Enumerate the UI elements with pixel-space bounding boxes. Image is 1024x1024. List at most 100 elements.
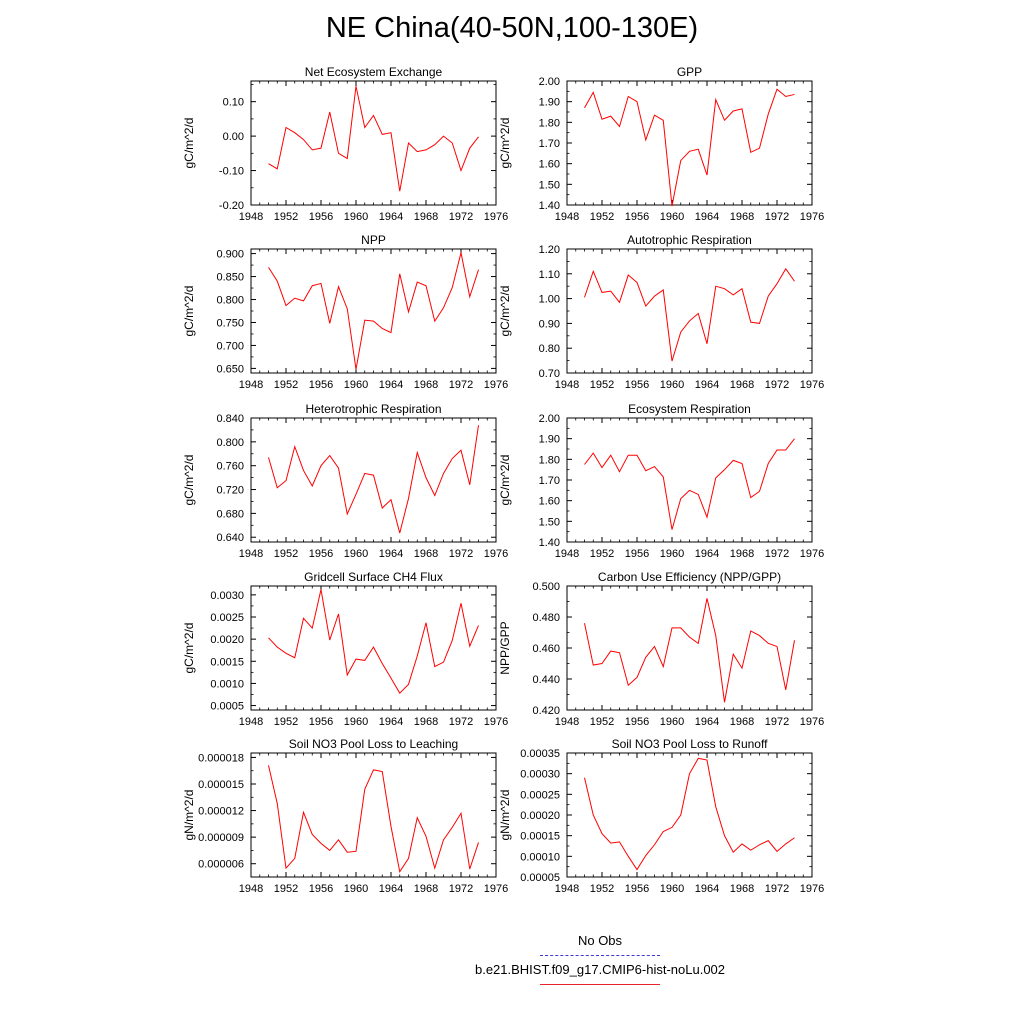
x-tick-label: 1976	[484, 211, 508, 223]
plot-frame	[250, 80, 497, 206]
series-line	[268, 252, 479, 370]
x-tick-label: 1952	[590, 548, 614, 560]
y-tick-label: 0.760	[216, 461, 244, 473]
x-tick-label: 1956	[625, 716, 649, 728]
plot-frame	[250, 752, 497, 878]
y-tick-label: 1.40	[539, 537, 560, 549]
y-tick-label: 0.0025	[210, 612, 244, 624]
panel-6: Ecosystem Respiration gC/m^2/d 1948 1952 195…	[498, 402, 824, 560]
y-tick-label: 1.70	[539, 138, 560, 150]
x-tick-label: 1976	[800, 883, 824, 895]
y-tick-label: 1.00	[539, 294, 560, 306]
y-tick-label: 1.70	[539, 475, 560, 487]
x-tick-label: 1964	[695, 716, 719, 728]
x-tick-label: 1976	[800, 379, 824, 391]
x-tick-label: 1964	[379, 548, 403, 560]
series-line	[584, 757, 795, 871]
x-tick-label: 1956	[309, 211, 333, 223]
x-tick-label: 1976	[484, 548, 508, 560]
x-tick-label: 1956	[309, 716, 333, 728]
y-tick-label: 0.900	[216, 249, 244, 261]
y-tick-label: -0.20	[219, 200, 244, 212]
y-axis-label: gN/m^2/d	[498, 790, 512, 841]
y-axis-label: gC/m^2/d	[182, 455, 196, 506]
series-line	[584, 88, 795, 207]
panel-title: Gridcell Surface CH4 Flux	[304, 570, 443, 584]
y-tick-label: 0.720	[216, 485, 244, 497]
series-line	[584, 438, 795, 530]
x-tick-label: 1968	[730, 716, 754, 728]
panel-7: Gridcell Surface CH4 Flux gC/m^2/d 1948 195…	[182, 570, 508, 728]
y-tick-label: 0.750	[216, 317, 244, 329]
y-tick-label: 0.000012	[198, 806, 244, 818]
x-tick-label: 1968	[414, 883, 438, 895]
panel-title: Soil NO3 Pool Loss to Runoff	[612, 737, 769, 751]
y-tick-label: 0.70	[539, 368, 560, 380]
y-tick-label: 0.640	[216, 532, 244, 544]
panel-title: Heterotrophic Respiration	[305, 402, 441, 416]
panel-9: Soil NO3 Pool Loss to Leaching gN/m^2/d 19…	[182, 737, 508, 895]
panel-1: Net Ecosystem Exchange gC/m^2/d 1948 1952 19…	[182, 65, 508, 223]
panel-5: Heterotrophic Respiration gC/m^2/d 1948 195…	[182, 402, 508, 560]
x-tick-label: 1972	[449, 548, 473, 560]
x-tick-label: 1976	[484, 379, 508, 391]
x-tick-label: 1964	[695, 379, 719, 391]
x-tick-label: 1960	[660, 548, 684, 560]
y-tick-label: 1.10	[539, 269, 560, 281]
y-tick-label: 0.80	[539, 343, 560, 355]
y-tick-label: 0.00025	[520, 789, 560, 801]
y-tick-label: 0.00015	[520, 831, 560, 843]
x-tick-label: 1960	[660, 883, 684, 895]
x-tick-label: 1964	[695, 883, 719, 895]
y-tick-label: 0.650	[216, 363, 244, 375]
page-title: NE China(40-50N,100-130E)	[325, 12, 699, 44]
x-tick-label: 1976	[484, 883, 508, 895]
x-tick-label: 1956	[625, 548, 649, 560]
x-tick-label: 1960	[344, 211, 368, 223]
y-tick-label: 0.420	[532, 705, 560, 717]
y-tick-label: 0.700	[216, 340, 244, 352]
series-line	[268, 765, 479, 873]
x-tick-label: 1948	[239, 716, 263, 728]
x-tick-label: 1948	[239, 211, 263, 223]
x-tick-label: 1976	[800, 716, 824, 728]
x-tick-label: 1972	[449, 883, 473, 895]
x-tick-label: 1964	[695, 548, 719, 560]
y-tick-label: 0.10	[223, 97, 244, 109]
y-tick-label: 2.00	[539, 76, 560, 88]
panel-10: Soil NO3 Pool Loss to Runoff gN/m^2/d 1948…	[498, 737, 824, 895]
y-tick-label: 0.0010	[210, 678, 244, 690]
y-tick-label: 0.00010	[520, 851, 560, 863]
y-axis-label: gN/m^2/d	[182, 790, 196, 841]
x-tick-label: 1972	[765, 883, 789, 895]
y-tick-label: 0.90	[539, 318, 560, 330]
x-tick-label: 1960	[660, 379, 684, 391]
y-tick-label: 0.0015	[210, 656, 244, 668]
x-tick-label: 1968	[730, 379, 754, 391]
y-tick-label: 1.50	[539, 516, 560, 528]
x-tick-label: 1952	[274, 883, 298, 895]
y-tick-label: 0.480	[532, 612, 560, 624]
y-tick-label: 2.00	[539, 413, 560, 425]
x-tick-label: 1972	[765, 379, 789, 391]
y-tick-label: 0.500	[532, 581, 560, 593]
x-tick-label: 1972	[449, 716, 473, 728]
x-tick-label: 1972	[765, 211, 789, 223]
y-tick-label: 0.440	[532, 674, 560, 686]
x-tick-label: 1956	[309, 883, 333, 895]
panel-title: Carbon Use Efficiency (NPP/GPP)	[598, 570, 781, 584]
y-tick-label: 1.40	[539, 200, 560, 212]
panel-8: Carbon Use Efficiency (NPP/GPP) NPP/GPP 19…	[498, 570, 824, 728]
panel-2: GPP gC/m^2/d 1948 1952 1956 1960 1964 1968 1972 1…	[498, 65, 824, 223]
x-tick-label: 1968	[730, 211, 754, 223]
y-tick-label: 1.60	[539, 496, 560, 508]
x-tick-label: 1960	[344, 548, 368, 560]
y-axis-label: gC/m^2/d	[182, 286, 196, 337]
x-tick-label: 1960	[344, 883, 368, 895]
plot-frame	[566, 248, 813, 374]
series-line	[268, 86, 479, 192]
x-tick-label: 1948	[239, 379, 263, 391]
plot-frame	[566, 585, 813, 711]
y-tick-label: 0.00020	[520, 810, 560, 822]
x-tick-label: 1956	[309, 379, 333, 391]
